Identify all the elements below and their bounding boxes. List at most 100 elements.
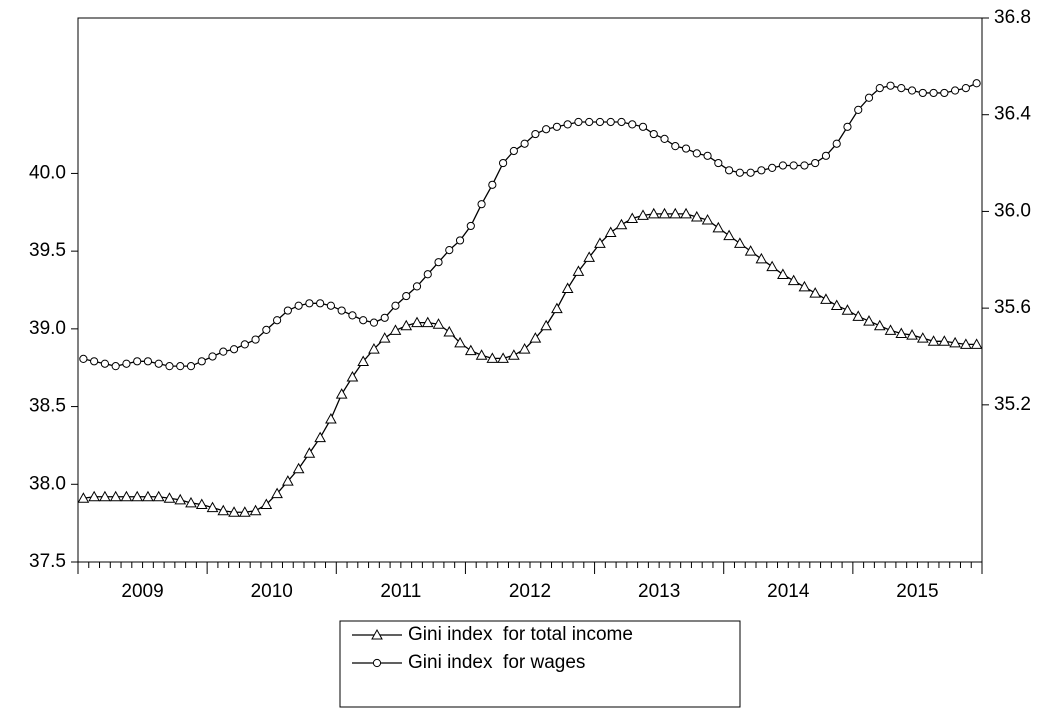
point-marker — [477, 200, 486, 209]
point-marker — [884, 324, 897, 335]
point-marker — [561, 282, 574, 293]
point-marker — [712, 221, 725, 233]
point-marker — [531, 129, 540, 139]
point-marker — [455, 236, 465, 245]
point-marker — [271, 487, 283, 499]
point-marker — [970, 338, 983, 349]
point-marker — [380, 313, 389, 322]
point-marker — [466, 221, 475, 231]
point-marker — [217, 504, 230, 516]
point-marker — [916, 332, 929, 343]
point-marker — [186, 362, 196, 371]
x-tick-label: 2012 — [509, 581, 551, 602]
point-marker — [961, 84, 970, 93]
point-marker — [649, 129, 658, 139]
point-marker — [520, 139, 529, 148]
point-marker — [260, 498, 273, 509]
point-marker — [895, 327, 908, 339]
point-marker — [927, 335, 940, 346]
point-marker — [378, 332, 391, 343]
point-marker — [165, 362, 174, 371]
point-marker — [757, 166, 766, 175]
point-marker — [326, 301, 336, 310]
point-marker — [540, 319, 552, 331]
point-marker — [251, 335, 260, 344]
point-marker — [714, 158, 723, 168]
point-marker — [821, 151, 831, 160]
y-tick-label: 39.5 — [29, 240, 66, 261]
point-marker — [692, 149, 701, 158]
point-marker — [79, 354, 88, 364]
x-tick-label: 2009 — [121, 581, 163, 602]
point-marker — [197, 357, 206, 366]
point-marker — [583, 251, 596, 262]
x-tick-label: 2010 — [251, 581, 293, 602]
point-marker — [724, 166, 734, 175]
point-marker — [122, 359, 131, 368]
point-marker — [238, 506, 251, 517]
point-marker — [154, 359, 163, 368]
point-marker — [219, 347, 228, 356]
point-marker — [434, 258, 443, 267]
point-marker — [359, 316, 368, 325]
point-marker — [412, 282, 422, 291]
point-marker — [142, 490, 154, 502]
y-tick-label: 39.0 — [29, 318, 66, 339]
point-marker — [176, 362, 185, 371]
point-marker — [811, 158, 820, 168]
point-marker — [133, 357, 142, 366]
legend-marker — [372, 658, 382, 668]
point-marker — [843, 122, 852, 131]
point-marker — [143, 357, 153, 366]
point-marker — [701, 214, 714, 225]
point-marker — [606, 117, 615, 127]
legend-label: Gini index for wages — [408, 652, 585, 673]
point-marker — [809, 287, 822, 298]
point-marker — [325, 412, 337, 424]
point-marker — [637, 209, 649, 220]
point-marker — [454, 336, 466, 348]
legend-label: Gini index for total income — [408, 624, 633, 645]
point-marker — [551, 302, 563, 314]
point-marker — [497, 352, 509, 363]
point-marker — [594, 237, 606, 248]
point-marker — [443, 325, 456, 337]
x-tick-label: 2015 — [896, 581, 938, 602]
point-marker — [681, 144, 691, 153]
point-marker — [542, 125, 551, 134]
point-marker — [475, 349, 488, 360]
y2-tick-label: 35.2 — [994, 394, 1031, 415]
point-marker — [897, 84, 906, 93]
point-marker — [208, 352, 217, 361]
point-marker — [907, 86, 917, 95]
point-marker — [563, 120, 572, 129]
point-marker — [832, 139, 841, 148]
point-marker — [830, 299, 843, 311]
point-marker — [841, 304, 854, 315]
point-marker — [863, 315, 875, 326]
point-marker — [368, 343, 380, 354]
point-marker — [800, 161, 809, 170]
y-tick-label: 40.0 — [29, 162, 66, 183]
point-marker — [744, 245, 757, 256]
y2-tick-label: 36.8 — [994, 7, 1031, 28]
point-marker — [628, 120, 637, 129]
point-marker — [820, 293, 832, 304]
x-tick-label: 2013 — [638, 581, 680, 602]
point-marker — [206, 501, 219, 513]
point-marker — [402, 291, 411, 301]
point-marker — [272, 316, 282, 325]
point-marker — [421, 316, 434, 328]
point-marker — [929, 88, 938, 98]
point-marker — [595, 117, 605, 127]
point-marker — [464, 344, 477, 356]
point-marker — [282, 475, 294, 486]
point-marker — [432, 318, 445, 329]
plot-frame — [77, 17, 983, 563]
point-marker — [873, 319, 886, 331]
point-marker — [120, 490, 133, 502]
point-marker — [498, 158, 508, 168]
point-marker — [228, 506, 240, 517]
point-marker — [789, 161, 798, 170]
x-tick-label: 2014 — [767, 581, 810, 602]
